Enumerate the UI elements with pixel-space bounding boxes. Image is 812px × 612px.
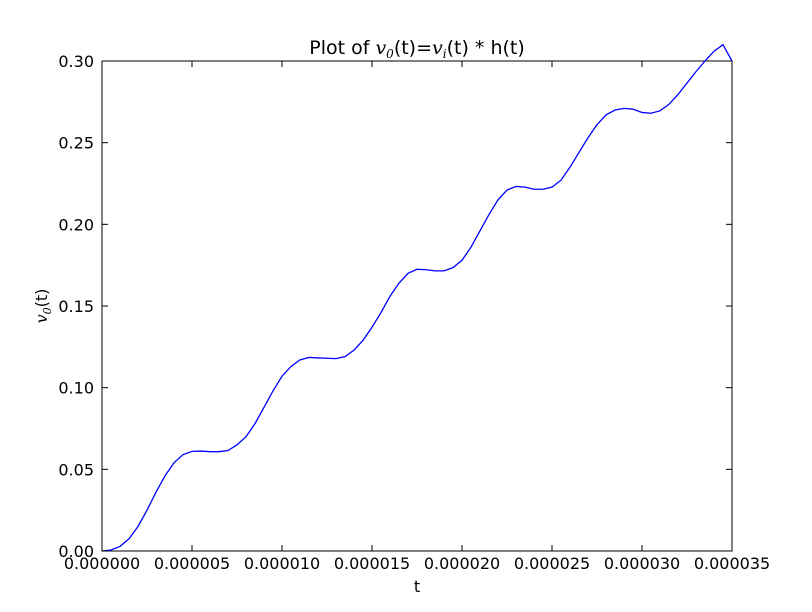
plot-area bbox=[101, 60, 733, 552]
y-tick-label: 0.25 bbox=[58, 134, 94, 153]
title-prefix: Plot of bbox=[309, 37, 375, 59]
y-axis-label: v0(t) bbox=[32, 289, 54, 324]
y-axis-ticks: 0.00 0.05 0.10 0.15 0.20 0.25 0.30 bbox=[58, 52, 732, 561]
y-tick-label: 0.20 bbox=[58, 215, 94, 234]
x-tick-label: 0.000035 bbox=[694, 554, 770, 573]
ylabel-base: v bbox=[32, 314, 51, 323]
title-suffix: (t) * h(t) bbox=[447, 37, 525, 59]
y-tick-label: 0.00 bbox=[58, 542, 94, 561]
title-var2-base: v bbox=[432, 37, 443, 59]
x-tick-label: 0.000020 bbox=[424, 554, 500, 573]
y-tick-label: 0.10 bbox=[58, 379, 94, 398]
y-tick-label: 0.05 bbox=[58, 460, 94, 479]
chart-title: Plot of v0(t)=vi(t) * h(t) bbox=[309, 37, 525, 61]
x-axis-ticks: 0.000000 0.000005 0.000010 0.000015 0.000020… bbox=[64, 61, 770, 573]
x-tick-label: 0.000025 bbox=[514, 554, 590, 573]
y-tick-label: 0.15 bbox=[58, 297, 94, 316]
y-tick-label: 0.30 bbox=[58, 52, 94, 71]
title-mid: (t)= bbox=[394, 37, 432, 59]
series-line bbox=[101, 43, 733, 552]
x-axis-label: t bbox=[414, 577, 420, 596]
x-tick-label: 0.000000 bbox=[64, 554, 140, 573]
x-tick-label: 0.000010 bbox=[244, 554, 320, 573]
title-var2-sub: i bbox=[443, 47, 447, 61]
title-var1-base: v bbox=[375, 37, 386, 59]
ylabel-sub: 0 bbox=[41, 307, 54, 314]
x-tick-label: 0.000015 bbox=[334, 554, 410, 573]
ylabel-suffix: (t) bbox=[32, 289, 51, 308]
x-tick-label: 0.000030 bbox=[604, 554, 680, 573]
title-var1-sub: 0 bbox=[386, 47, 394, 61]
x-tick-label: 0.000005 bbox=[154, 554, 230, 573]
